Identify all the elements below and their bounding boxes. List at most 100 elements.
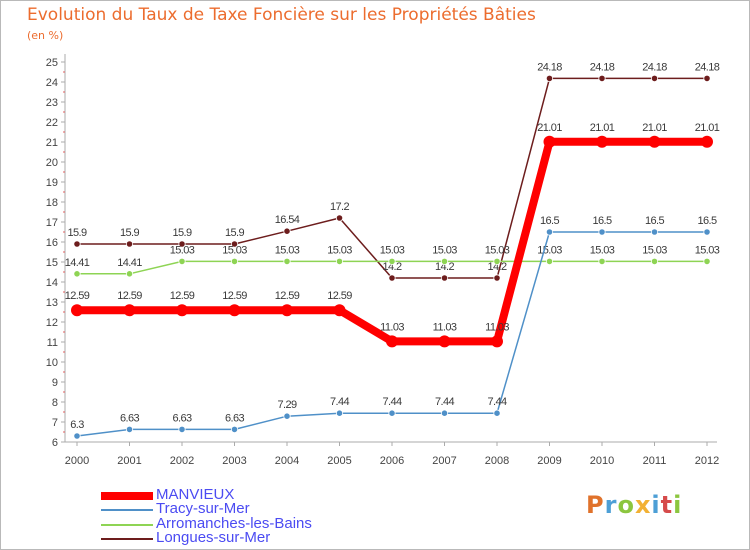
data-label: 14.41	[117, 257, 142, 269]
data-label: 24.18	[537, 61, 562, 73]
data-point	[123, 304, 136, 317]
data-point	[230, 425, 239, 433]
data-point	[440, 274, 449, 282]
data-label: 15.03	[485, 244, 510, 256]
data-label: 7.44	[435, 396, 454, 408]
y-tick-label: 11	[47, 337, 58, 349]
data-point	[493, 409, 501, 417]
data-label: 21.01	[642, 122, 667, 134]
data-point	[283, 227, 291, 235]
data-label: 7.44	[330, 396, 349, 408]
logo-letter: i	[673, 491, 683, 519]
x-tick-label: 2004	[275, 455, 299, 467]
y-tick-label: 19	[46, 177, 58, 189]
legend-swatch-arromanches	[101, 524, 153, 526]
data-point	[230, 240, 239, 248]
data-label: 6.63	[225, 412, 244, 424]
y-tick-label: 7	[52, 417, 58, 429]
data-point	[543, 135, 556, 148]
y-tick-label: 10	[46, 357, 58, 369]
legend-swatch-tracy	[101, 509, 153, 511]
data-point	[703, 74, 711, 83]
data-point	[545, 257, 554, 265]
data-point	[598, 74, 606, 83]
data-point	[596, 135, 608, 148]
y-tick-label: 6	[52, 437, 58, 449]
data-label: 14.2	[435, 261, 454, 273]
data-point	[545, 74, 554, 83]
data-point	[703, 228, 711, 236]
data-point	[335, 257, 344, 265]
x-tick-label: 2005	[327, 455, 351, 467]
data-label: 15.03	[222, 244, 247, 256]
y-unit-label: (en %)	[27, 29, 64, 42]
legend-label-tracy: Tracy-sur-Mer	[156, 500, 250, 517]
y-tick-label: 12	[46, 317, 58, 329]
x-tick-label: 2011	[643, 455, 667, 467]
x-tick-label: 2012	[695, 455, 719, 467]
x-tick-label: 2003	[222, 455, 246, 467]
data-label: 15.9	[120, 227, 139, 239]
series-line	[77, 137, 707, 346]
logo-letter: o	[617, 491, 635, 519]
data-label: 11.03	[380, 321, 404, 333]
data-point	[386, 335, 398, 348]
data-label: 12.59	[117, 290, 142, 302]
data-label: 16.5	[592, 215, 611, 227]
data-label: 16.5	[540, 215, 559, 227]
data-point	[178, 425, 186, 433]
y-tick-label: 8	[52, 397, 58, 409]
x-tick-label: 2007	[432, 455, 456, 467]
data-label: 12.59	[275, 290, 300, 302]
data-label: 15.03	[590, 244, 615, 256]
data-point	[545, 228, 554, 236]
y-tick-label: 9	[52, 377, 58, 389]
data-point	[440, 409, 449, 417]
data-point	[440, 257, 449, 265]
data-point	[281, 304, 293, 317]
x-tick-label: 2009	[537, 455, 561, 467]
data-label: 15.03	[275, 244, 300, 256]
legend-swatch-manvieux	[101, 492, 153, 500]
data-label: 7.29	[277, 399, 296, 411]
logo-letter: r	[604, 491, 618, 519]
x-tick-label: 2001	[117, 455, 141, 467]
data-point	[598, 228, 606, 236]
data-label: 14.2	[382, 261, 401, 273]
y-tick-label: 17	[46, 217, 58, 229]
data-point	[283, 257, 291, 265]
data-point	[125, 425, 134, 433]
y-tick-label: 14	[46, 277, 58, 289]
data-point	[230, 257, 239, 265]
data-label: 15.03	[432, 244, 457, 256]
data-label: 21.01	[695, 122, 720, 134]
data-point	[176, 304, 188, 317]
data-label: 16.5	[645, 215, 664, 227]
data-point	[178, 240, 186, 248]
data-point	[125, 240, 134, 248]
legend-label-longues: Longues-sur-Mer	[156, 529, 271, 546]
y-tick-label: 24	[46, 77, 58, 89]
data-point	[71, 304, 83, 317]
data-label: 17.2	[330, 201, 349, 213]
data-label: 15.03	[380, 244, 405, 256]
data-label: 15.9	[225, 227, 244, 239]
logo-letter: x	[634, 491, 652, 519]
y-tick-label: 21	[46, 137, 58, 149]
data-point	[125, 270, 134, 278]
data-point	[388, 274, 396, 282]
data-point	[650, 228, 659, 236]
data-label: 24.18	[695, 61, 720, 73]
data-point	[701, 135, 713, 148]
chart-title: Evolution du Taux de Taxe Foncière sur l…	[27, 5, 536, 25]
data-point	[491, 335, 503, 348]
data-point	[73, 240, 81, 248]
data-label: 7.44	[487, 396, 506, 408]
data-label: 15.03	[327, 244, 352, 256]
data-point	[703, 257, 711, 265]
data-point	[178, 257, 186, 265]
proxiti-logo[interactable]: Proxiti	[586, 491, 682, 519]
data-point	[650, 74, 659, 83]
data-point	[388, 257, 396, 265]
legend-label-manvieux: MANVIEUX	[156, 486, 235, 503]
